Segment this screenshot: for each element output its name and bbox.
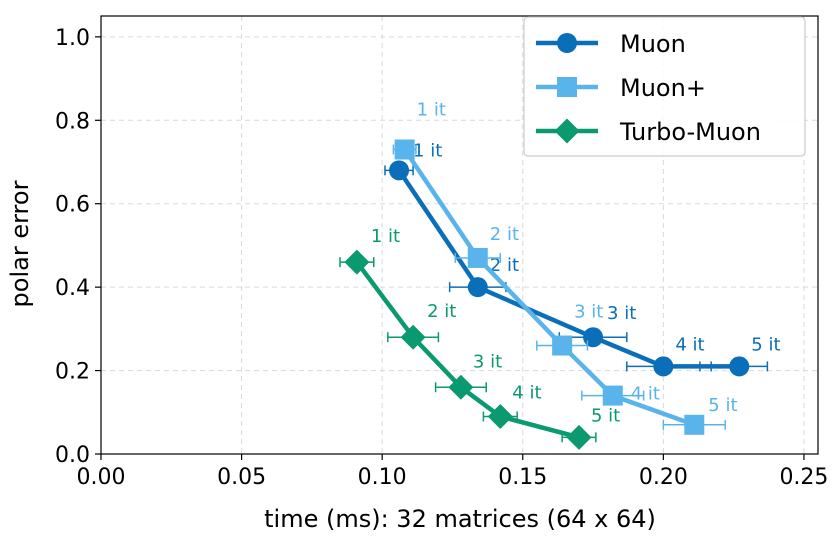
data-point: [583, 327, 604, 348]
data-point: [552, 335, 573, 356]
y-tick-label: 0.6: [55, 193, 90, 218]
legend-label: Muon: [620, 30, 686, 58]
x-tick-label: 0.00: [77, 465, 126, 490]
point-label: 5 it: [708, 395, 737, 416]
y-axis-label: polar error: [6, 180, 34, 307]
legend-marker: [554, 118, 580, 144]
y-tick-label: 0.8: [55, 109, 90, 134]
y-tick-label: 0.4: [55, 276, 90, 301]
point-label: 1 it: [413, 140, 442, 161]
data-point: [448, 374, 474, 400]
point-label: 4 it: [675, 334, 704, 355]
legend-item-turbo-muon: Turbo-Muon: [536, 118, 761, 146]
series-muon-: 1 it 2 it 3 it 4 it 5 it: [392, 99, 738, 435]
data-point: [487, 403, 513, 429]
x-tick-label: 0.25: [779, 465, 828, 490]
data-point: [389, 160, 410, 181]
point-label: 2 it: [490, 255, 519, 276]
point-label: 3 it: [574, 302, 603, 323]
data-point: [653, 356, 674, 377]
series-muon: 1 it 2 it 3 it 4 it 5 it: [384, 140, 781, 377]
series-turbo-muon: 1 it 2 it 3 it 4 it 5 it: [339, 226, 620, 450]
point-label: 2 it: [490, 224, 519, 245]
y-tick-label: 0.2: [55, 360, 90, 385]
x-tick-label: 0.10: [358, 465, 407, 490]
x-tick-label: 0.05: [217, 465, 266, 490]
data-point: [394, 139, 415, 160]
x-tick-label: 0.15: [498, 465, 547, 490]
point-label: 4 it: [631, 384, 660, 405]
data-point: [602, 385, 623, 406]
legend-item-muon-: Muon+: [536, 74, 706, 102]
x-axis-label: time (ms): 32 matrices (64 x 64): [264, 505, 656, 533]
point-label: 5 it: [591, 405, 620, 426]
legend: Muon Muon+ Turbo-Muon: [523, 16, 806, 157]
legend-label: Muon+: [620, 74, 706, 102]
legend-item-muon: Muon: [536, 30, 686, 58]
point-label: 2 it: [427, 301, 456, 322]
data-point: [344, 249, 370, 275]
point-label: 4 it: [512, 382, 541, 403]
point-label: 1 it: [417, 99, 446, 120]
series-layer: 1 it 2 it 3 it 4 it 5 it 1 it 2 it 3 it 4 it 5 it…: [339, 99, 781, 450]
data-point: [684, 414, 705, 435]
data-point: [467, 277, 488, 298]
point-label: 5 it: [751, 334, 780, 355]
x-tick-label: 0.20: [639, 465, 688, 490]
legend-box: [523, 16, 806, 157]
point-label: 3 it: [607, 303, 636, 324]
plot-frame: [100, 15, 819, 455]
point-label: 1 it: [371, 226, 400, 247]
data-point: [566, 424, 592, 450]
legend-label: Turbo-Muon: [619, 118, 761, 146]
legend-marker: [557, 33, 577, 53]
data-point: [467, 247, 488, 268]
legend-marker: [557, 77, 577, 97]
axes: 0.00 0.05 0.10 0.15 0.20 0.25 0.0 0.2 0.4 0.6 0.8 1…: [55, 15, 828, 490]
y-tick-label: 1.0: [55, 26, 90, 51]
y-tick-label: 0.0: [55, 443, 90, 468]
point-label: 3 it: [473, 351, 502, 372]
data-point: [400, 324, 426, 350]
data-point: [729, 356, 750, 377]
